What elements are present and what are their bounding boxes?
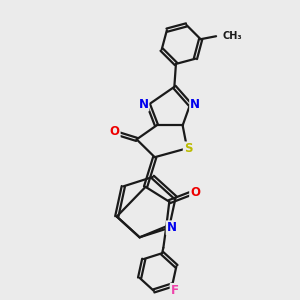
Text: O: O — [110, 125, 120, 138]
Text: N: N — [139, 98, 148, 111]
Text: CH₃: CH₃ — [223, 31, 242, 40]
Text: O: O — [190, 186, 200, 199]
Text: S: S — [184, 142, 192, 155]
Text: F: F — [171, 284, 178, 297]
Text: N: N — [167, 221, 177, 234]
Text: N: N — [190, 98, 200, 111]
